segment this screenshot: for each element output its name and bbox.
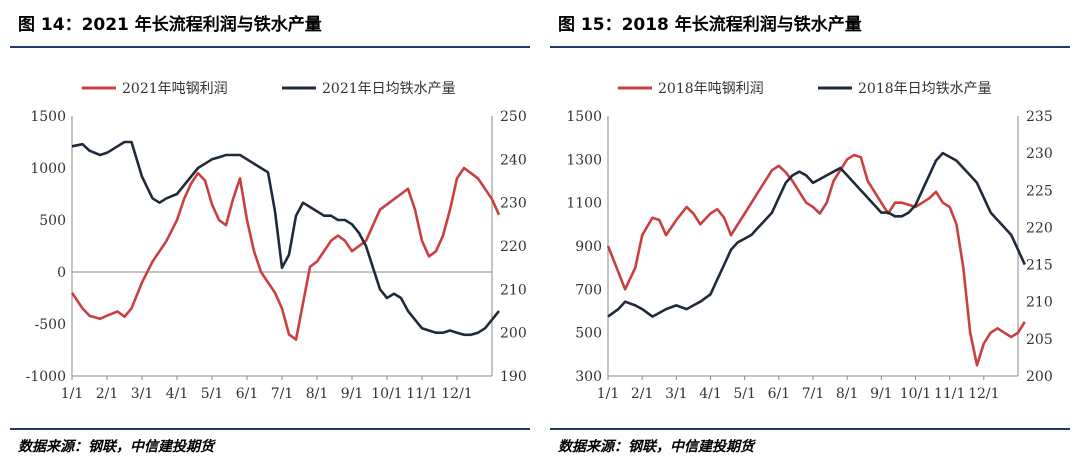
y-right-tick-label: 230 — [1026, 146, 1053, 162]
data-source: 数据来源：钢联，中信建投期货 — [558, 439, 754, 455]
figure-14-panel: 图 14：2021 年长流程利润与铁水产量 1500 1000 500 0 -500 -1… — [10, 15, 530, 455]
series-line-2 — [71, 140, 501, 337]
title-divider — [10, 46, 530, 48]
source-divider — [10, 428, 530, 430]
y-right-tick-label: 190 — [500, 369, 527, 385]
x-tick-label: 10/1 — [900, 386, 931, 402]
y-left-tick-label: -1000 — [26, 369, 66, 385]
figure-title: 图 14：2021 年长流程利润与铁水产量 — [18, 15, 322, 35]
chart-2021: 1500 1000 500 0 -500 -1000 250 240 230 220 210 200 1… — [26, 81, 527, 402]
x-tick-label: 1/1 — [597, 386, 620, 402]
figure-15-panel: 图 15：2018 年长流程利润与铁水产量 1500 1300 1100 900 700… — [540, 0, 1080, 467]
y-left-tick-label: 700 — [575, 282, 602, 298]
series-line-2 — [607, 151, 1026, 318]
x-tick-label: 1/1 — [61, 386, 84, 402]
legend-label-1: 2018年吨钢利润 — [658, 81, 764, 97]
title-divider — [550, 46, 1070, 48]
x-tick-label: 6/1 — [768, 386, 791, 402]
x-tick-label: 2/1 — [631, 386, 654, 402]
x-tick-label: 9/1 — [870, 386, 893, 402]
y-right-tick-label: 205 — [1026, 332, 1053, 348]
y-left-tick-label: 1500 — [566, 109, 602, 125]
y-left-tick-label: 500 — [39, 213, 66, 229]
x-tick-label: 9/1 — [341, 386, 364, 402]
chart-2018: 1500 1300 1100 900 700 500 300 235 230 225 220 215 2… — [566, 81, 1053, 402]
y-left-tick-label: 500 — [575, 326, 602, 342]
x-tick-label: 7/1 — [271, 386, 294, 402]
x-tick-label: 3/1 — [131, 386, 154, 402]
y-right-tick-label: 210 — [500, 282, 527, 298]
y-right-tick-label: 230 — [500, 196, 527, 212]
figure-title: 图 15：2018 年长流程利润与铁水产量 — [558, 15, 862, 35]
y-left-tick-label: 1100 — [566, 196, 602, 212]
x-tick-label: 6/1 — [236, 386, 259, 402]
x-tick-label: 3/1 — [665, 386, 688, 402]
data-source: 数据来源：钢联，中信建投期货 — [18, 439, 214, 455]
x-tick-label: 2/1 — [96, 386, 119, 402]
y-right-tick-label: 215 — [1026, 258, 1053, 274]
y-right-tick-label: 200 — [500, 326, 527, 342]
y-left-tick-label: 1000 — [30, 161, 66, 177]
series-line-1 — [606, 153, 1026, 367]
y-right-tick-label: 220 — [500, 239, 527, 255]
legend-label-1: 2021年吨钢利润 — [122, 81, 228, 97]
y-left-tick-label: 300 — [575, 369, 602, 385]
x-tick-label: 12/1 — [441, 386, 472, 402]
legend-label-2: 2021年日均铁水产量 — [322, 81, 456, 97]
x-tick-label: 11/1 — [934, 386, 965, 402]
y-right-tick-label: 235 — [1026, 109, 1053, 125]
x-tick-label: 5/1 — [201, 386, 224, 402]
x-tick-label: 5/1 — [733, 386, 756, 402]
x-tick-label: 11/1 — [406, 386, 437, 402]
y-right-tick-label: 240 — [500, 152, 527, 168]
y-right-tick-label: 225 — [1026, 183, 1053, 199]
x-tick-label: 8/1 — [836, 386, 859, 402]
source-divider — [550, 428, 1070, 430]
x-tick-label: 7/1 — [802, 386, 825, 402]
y-right-tick-label: 210 — [1026, 295, 1053, 311]
y-right-tick-label: 200 — [1026, 369, 1053, 385]
y-right-tick-label: 220 — [1026, 220, 1053, 236]
x-tick-label: 12/1 — [968, 386, 999, 402]
y-left-tick-label: 0 — [57, 265, 66, 281]
legend-label-2: 2018年日均铁水产量 — [858, 81, 992, 97]
x-tick-label: 4/1 — [166, 386, 189, 402]
x-tick-label: 8/1 — [306, 386, 329, 402]
y-left-tick-label: 900 — [575, 239, 602, 255]
y-right-tick-label: 250 — [500, 109, 527, 125]
x-tick-label: 10/1 — [371, 386, 402, 402]
y-left-tick-label: 1500 — [30, 109, 66, 125]
y-left-tick-label: -500 — [35, 317, 66, 333]
x-tick-label: 4/1 — [699, 386, 722, 402]
series-line-1 — [70, 166, 501, 341]
y-left-tick-label: 1300 — [566, 152, 602, 168]
